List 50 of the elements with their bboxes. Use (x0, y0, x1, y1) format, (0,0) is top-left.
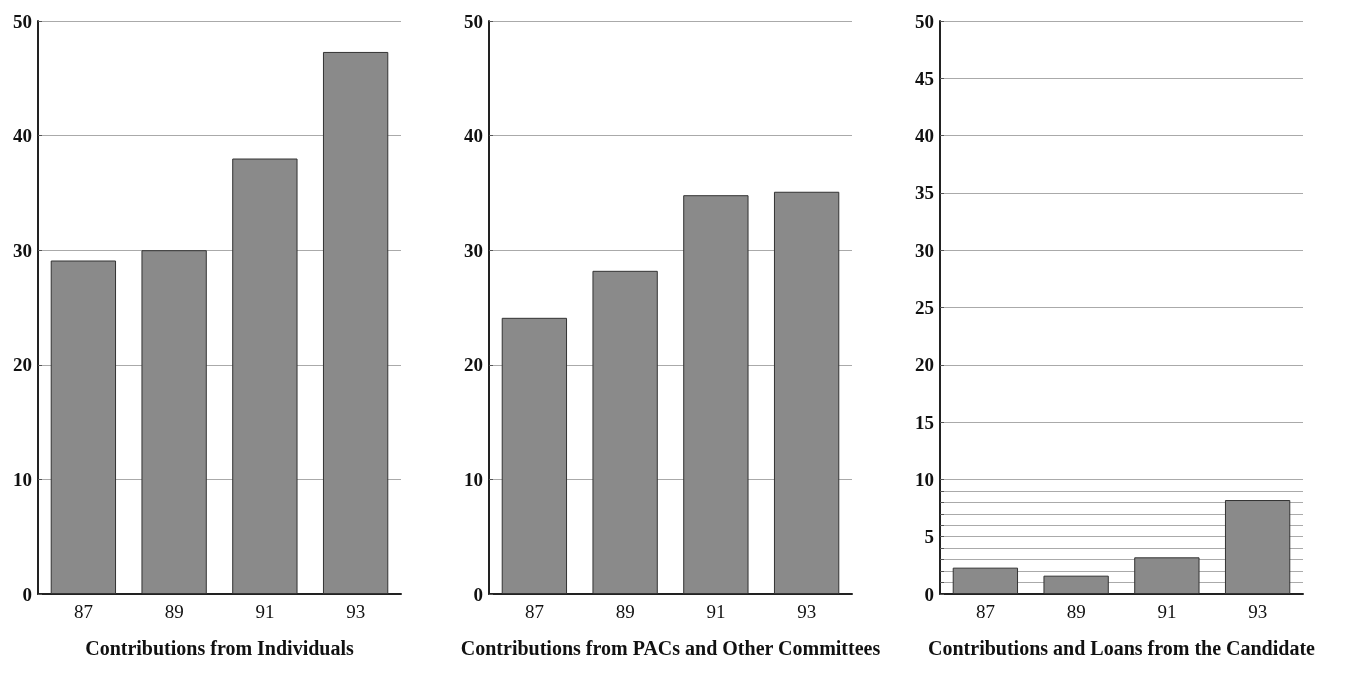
x-axis-title: Contributions from PACs and Other Committees (460, 637, 881, 659)
y-tick-label: 20 (915, 354, 934, 376)
y-tick-label: 10 (464, 468, 483, 490)
bar (683, 195, 749, 594)
y-tick-label: 30 (13, 239, 32, 261)
bar (1134, 557, 1200, 594)
bar (141, 250, 207, 594)
y-tick-label: 20 (13, 354, 32, 376)
y-tick-label: 0 (22, 583, 32, 605)
bar (322, 51, 389, 594)
y-tick-label: 45 (915, 67, 934, 89)
x-axis-title: Contributions and Loans from the Candidate (928, 637, 1316, 659)
bar (232, 158, 298, 594)
y-tick-label: 15 (915, 411, 934, 433)
y-tick-label: 40 (915, 125, 934, 147)
x-tick-label: 87 (73, 601, 93, 622)
bar (501, 317, 568, 594)
y-tick-label: 40 (13, 125, 32, 147)
y-tick-label: 0 (924, 583, 934, 605)
bar (592, 270, 658, 594)
y-tick-label: 40 (464, 125, 483, 147)
bar (773, 191, 840, 594)
x-tick-label: 89 (1066, 601, 1086, 622)
y-tick-label: 25 (915, 297, 934, 318)
x-tick-label: 93 (1248, 601, 1268, 622)
y-tick-label: 50 (13, 10, 32, 32)
x-tick-label: 89 (615, 601, 635, 622)
y-tick-label: 5 (924, 526, 934, 548)
x-tick-label: 91 (706, 601, 726, 622)
x-tick-label: 93 (346, 601, 366, 622)
bar (1224, 500, 1291, 594)
y-tick-label: 20 (464, 354, 483, 376)
x-tick-label: 93 (797, 601, 817, 622)
x-tick-label: 87 (975, 601, 995, 622)
x-tick-label: 91 (255, 601, 275, 622)
y-tick-label: 10 (13, 468, 32, 490)
y-tick-label: 50 (915, 10, 934, 32)
x-tick-label: 87 (524, 601, 544, 622)
bar (50, 260, 117, 594)
x-axis-title: Contributions from Individuals (85, 637, 355, 659)
bar (952, 567, 1019, 594)
y-tick-label: 30 (464, 239, 483, 261)
y-tick-label: 30 (915, 239, 934, 261)
y-tick-label: 50 (464, 10, 483, 32)
y-tick-label: 35 (915, 182, 934, 204)
bar (1043, 575, 1109, 594)
x-tick-label: 89 (164, 601, 184, 622)
x-tick-label: 91 (1157, 601, 1177, 622)
y-tick-label: 0 (473, 583, 483, 605)
y-tick-label: 10 (915, 468, 934, 490)
